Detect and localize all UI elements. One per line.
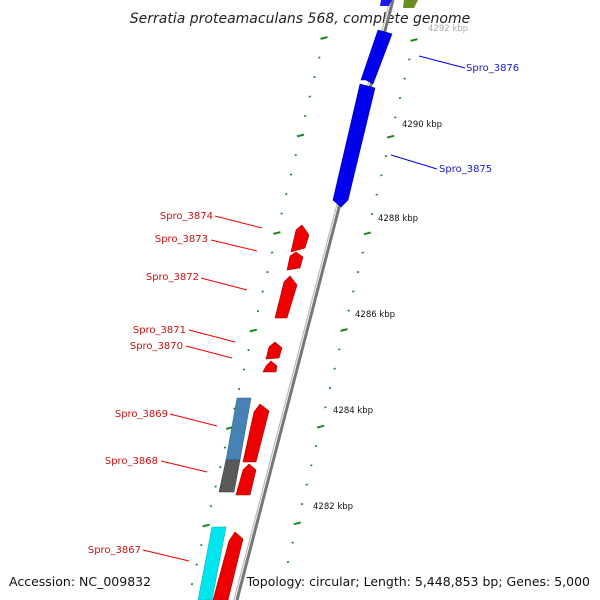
tick-mark xyxy=(320,36,328,40)
label-spro-3868[interactable]: Spro_3868 xyxy=(105,456,158,467)
tick-mark xyxy=(291,541,294,544)
gene-spro-3875[interactable] xyxy=(332,83,376,208)
tick-mark xyxy=(352,290,355,293)
tick-label-4290: 4290 kbp xyxy=(402,120,442,130)
tick-mark xyxy=(247,349,250,352)
tick-mark xyxy=(214,485,217,488)
topology-text: Topology: circular; Length: 5,448,853 bp… xyxy=(246,574,590,589)
tick-mark xyxy=(289,173,293,176)
tick-mark xyxy=(256,310,260,313)
tick-mark xyxy=(190,583,194,586)
tick-mark xyxy=(310,464,313,467)
forward-genes xyxy=(332,29,393,208)
tick-mark xyxy=(285,193,288,196)
label-spro-3875[interactable]: Spro_3875 xyxy=(439,164,492,175)
tick-mark xyxy=(300,503,304,506)
top-partial-features xyxy=(380,0,418,8)
tick-mark xyxy=(408,58,411,61)
tick-mark xyxy=(361,251,364,254)
tick-mark xyxy=(338,348,341,351)
label-spro-3869[interactable]: Spro_3869 xyxy=(115,409,168,420)
tick-mark xyxy=(219,466,222,469)
tick-mark xyxy=(200,544,203,547)
tick-mark xyxy=(249,328,258,333)
label-spro-3871[interactable]: Spro_3871 xyxy=(133,325,186,336)
tick-mark xyxy=(328,387,332,390)
reverse-genes xyxy=(212,224,310,600)
tick-mark xyxy=(403,77,406,80)
tick-mark xyxy=(223,446,227,449)
label-spro-3874[interactable]: Spro_3874 xyxy=(160,211,213,222)
gene-spro-3874[interactable] xyxy=(290,224,310,253)
tick-labels: 4292 kbp 4290 kbp 4288 kbp 4286 kbp 4284… xyxy=(313,24,468,512)
gene-spro-3867[interactable] xyxy=(212,531,244,600)
tick-mark xyxy=(380,174,383,177)
label-spro-3876[interactable]: Spro_3876 xyxy=(466,63,519,74)
gene-spro-3870[interactable] xyxy=(262,360,278,373)
tick-mark xyxy=(280,212,283,215)
accession-text: Accession: NC_009832 xyxy=(9,574,151,589)
tick-mark xyxy=(266,271,269,274)
gene-spro-3872[interactable] xyxy=(274,275,298,319)
tick-mark xyxy=(286,561,290,564)
tick-mark xyxy=(242,368,246,371)
tick-mark xyxy=(384,155,388,158)
tick-label-4284: 4284 kbp xyxy=(333,406,373,416)
tick-mark xyxy=(347,309,350,312)
gene-spro-3873[interactable] xyxy=(286,251,304,271)
tick-mark xyxy=(356,271,360,274)
tick-mark xyxy=(363,231,372,236)
tick-mark xyxy=(296,133,305,138)
tick-mark xyxy=(318,56,321,59)
tick-label-4282: 4282 kbp xyxy=(313,502,353,512)
tick-mark xyxy=(394,116,397,119)
label-spro-3870[interactable]: Spro_3870 xyxy=(130,341,183,352)
gene-labels: Spro_3876 Spro_3875 Spro_3874 Spro_3873 … xyxy=(88,55,519,562)
inner-features xyxy=(197,397,252,600)
tick-mark xyxy=(293,521,302,526)
label-spro-3872[interactable]: Spro_3872 xyxy=(146,272,199,283)
tick-mark xyxy=(314,445,318,448)
feature-cyan[interactable] xyxy=(197,526,227,600)
map-title: Serratia proteamaculans 568, complete ge… xyxy=(130,11,470,27)
label-spro-3867[interactable]: Spro_3867 xyxy=(88,545,141,556)
tick-mark xyxy=(261,290,264,293)
tick-label-4292: 4292 kbp xyxy=(428,24,468,34)
tick-mark xyxy=(294,154,297,157)
tick-mark xyxy=(386,134,395,139)
tick-mark xyxy=(237,388,241,391)
tick-mark xyxy=(316,424,325,429)
tick-mark xyxy=(195,563,198,566)
tick-mark xyxy=(308,95,312,98)
tick-mark xyxy=(209,505,213,508)
gene-spro-3876[interactable] xyxy=(360,29,393,85)
gene-spro-3871[interactable] xyxy=(265,341,283,360)
tick-label-4288: 4288 kbp xyxy=(378,214,418,224)
label-spro-3873[interactable]: Spro_3873 xyxy=(155,234,208,245)
tick-mark xyxy=(303,115,307,118)
tick-mark xyxy=(273,231,281,235)
tick-mark xyxy=(333,367,336,370)
tick-mark xyxy=(398,97,402,100)
tick-mark xyxy=(313,76,316,79)
tick-mark xyxy=(340,328,348,332)
feature-dark-gray[interactable] xyxy=(218,459,241,493)
tick-mark xyxy=(375,193,378,196)
tick-mark xyxy=(324,406,327,409)
gene-spro-3868[interactable] xyxy=(235,463,257,496)
tick-mark xyxy=(370,213,374,216)
tick-mark xyxy=(270,251,274,254)
gene-spro-3869[interactable] xyxy=(242,403,270,463)
tick-label-4286: 4286 kbp xyxy=(355,310,395,320)
tick-mark xyxy=(202,523,210,528)
tick-mark xyxy=(305,483,308,486)
tick-mark xyxy=(410,38,418,42)
